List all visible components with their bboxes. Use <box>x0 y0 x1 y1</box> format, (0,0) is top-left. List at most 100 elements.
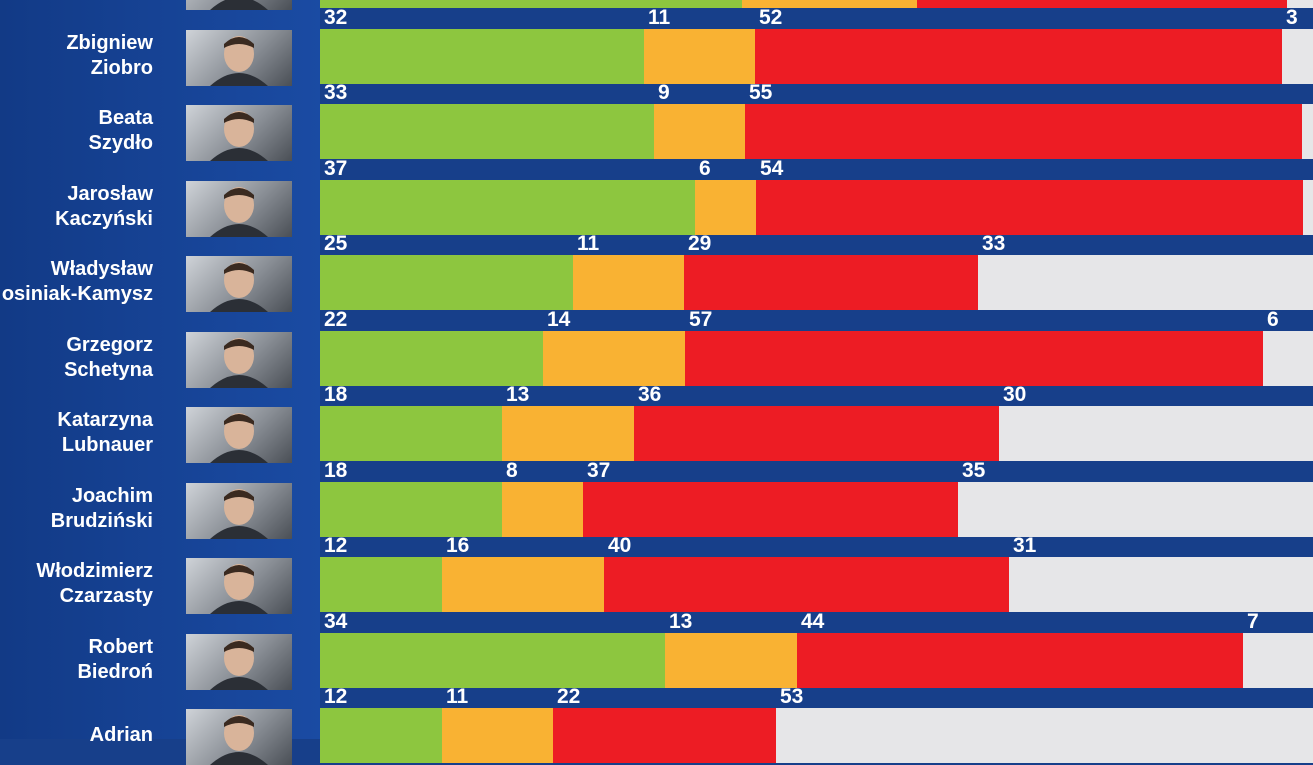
bar-segment-positive <box>320 104 654 159</box>
bar-segment-positive <box>320 29 644 84</box>
bar-segment-negative <box>745 104 1302 159</box>
value-label-neutral: 9 <box>658 81 670 104</box>
row-name: Jarosław Kaczyński <box>0 182 153 232</box>
stacked-bar <box>320 633 1313 688</box>
portrait-photo <box>186 483 292 539</box>
bar-segment-neutral <box>644 29 755 84</box>
bar-segment-negative <box>583 482 958 537</box>
bar-segment-negative <box>917 0 1287 8</box>
row-name-line: Kaczyński <box>55 208 153 230</box>
value-label-positive: 34 <box>324 610 348 633</box>
row-name-line: Lubnauer <box>61 434 153 456</box>
portrait-photo <box>186 105 292 161</box>
value-label-unknown: 30 <box>1003 383 1027 406</box>
value-label-negative: 57 <box>689 308 713 331</box>
value-label-neutral: 16 <box>446 534 470 557</box>
portrait-photo <box>186 407 292 463</box>
bar-segment-negative <box>797 633 1243 688</box>
value-label-neutral: 13 <box>506 383 530 406</box>
stacked-bar <box>320 557 1313 612</box>
bar-segment-neutral <box>442 557 604 612</box>
row-name: Katarzyna Lubnauer <box>0 408 153 458</box>
value-label-neutral: 13 <box>669 610 693 633</box>
bar-segment-unknown <box>1302 104 1313 159</box>
bar-segment-positive <box>320 0 742 8</box>
row-name-line: Władysław <box>50 258 153 280</box>
bar-segment-positive <box>320 633 665 688</box>
bar-segment-neutral <box>502 406 634 461</box>
value-label-positive: 33 <box>324 81 348 104</box>
value-label-positive: 18 <box>324 459 348 482</box>
bar-segment-negative <box>684 255 978 310</box>
row-name: Zbigniew Ziobro <box>0 31 153 81</box>
bar-segment-neutral <box>742 0 917 8</box>
value-label-negative: 55 <box>749 81 773 104</box>
value-label-unknown: 33 <box>982 232 1006 255</box>
value-label-positive: 32 <box>324 6 348 29</box>
portrait-photo <box>186 634 292 690</box>
value-label-neutral: 14 <box>547 308 571 331</box>
value-label-positive: 12 <box>324 685 348 708</box>
bar-segment-neutral <box>442 708 553 763</box>
value-label-negative: 37 <box>587 459 611 482</box>
bar-segment-positive <box>320 406 502 461</box>
stacked-bar <box>320 331 1313 386</box>
value-label-unknown: 6 <box>1267 308 1279 331</box>
row-name: Robert Biedroń <box>0 635 153 685</box>
row-name-line: Biedroń <box>77 661 153 683</box>
value-label-positive: 12 <box>324 534 348 557</box>
bar-segment-unknown <box>1287 0 1313 8</box>
row-name-line: Joachim <box>71 485 153 507</box>
bar-segment-positive <box>320 255 573 310</box>
value-label-positive: 22 <box>324 308 348 331</box>
row-name-line: Katarzyna <box>57 409 153 431</box>
value-label-negative: 52 <box>759 6 783 29</box>
value-label-neutral: 11 <box>648 6 671 29</box>
row-name-line: osiniak-Kamysz <box>1 283 153 305</box>
bar-segment-neutral <box>695 180 756 235</box>
row-name-line: Szydło <box>88 132 153 154</box>
value-label-negative: 40 <box>608 534 632 557</box>
bar-segment-unknown <box>1263 331 1313 386</box>
bar-segment-negative <box>553 708 776 763</box>
bar-segment-neutral <box>654 104 745 159</box>
row-name: Adrian <box>0 723 153 748</box>
stacked-bar <box>320 0 1313 8</box>
value-label-positive: 37 <box>324 157 348 180</box>
bar-segment-positive <box>320 482 502 537</box>
row-name: Władysław osiniak-Kamysz <box>0 257 153 307</box>
bar-segment-neutral <box>502 482 583 537</box>
value-label-positive: 18 <box>324 383 348 406</box>
value-label-neutral: 6 <box>699 157 711 180</box>
stacked-bar <box>320 180 1313 235</box>
value-label-neutral: 8 <box>506 459 518 482</box>
value-label-unknown: 31 <box>1013 534 1037 557</box>
bar-segment-unknown <box>776 708 1313 763</box>
stacked-bar <box>320 406 1313 461</box>
bar-segment-unknown <box>999 406 1313 461</box>
row-name-line: Czarzasty <box>59 585 153 607</box>
value-label-unknown: 53 <box>780 685 804 708</box>
portrait-photo <box>186 558 292 614</box>
stacked-bar <box>320 708 1313 763</box>
bar-segment-negative <box>634 406 999 461</box>
row-name-line: Grzegorz <box>66 334 153 356</box>
row-name-line: Adrian <box>89 723 153 746</box>
bar-segment-neutral <box>665 633 797 688</box>
bar-segment-unknown <box>1303 180 1313 235</box>
portrait-photo <box>186 0 292 10</box>
value-label-negative: 29 <box>688 232 712 255</box>
portrait-photo <box>186 332 292 388</box>
bar-segment-negative <box>685 331 1263 386</box>
value-label-unknown: 7 <box>1247 610 1259 633</box>
bar-segment-positive <box>320 331 543 386</box>
row-name-line: Ziobro <box>90 57 153 79</box>
value-label-positive: 25 <box>324 232 348 255</box>
bar-segment-positive <box>320 557 442 612</box>
stacked-bar <box>320 29 1313 84</box>
bar-segment-negative <box>756 180 1303 235</box>
bar-segment-neutral <box>573 255 684 310</box>
row-name-line: Włodzimierz <box>36 560 153 582</box>
portrait-photo <box>186 30 292 86</box>
